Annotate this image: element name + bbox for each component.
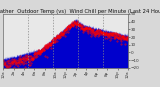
Title: Milwaukee Weather  Outdoor Temp (vs)  Wind Chill per Minute (Last 24 Hours): Milwaukee Weather Outdoor Temp (vs) Wind… <box>0 9 160 14</box>
